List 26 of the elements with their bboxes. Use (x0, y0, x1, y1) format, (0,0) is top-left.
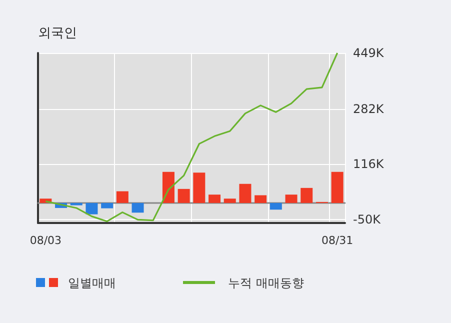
bar (193, 172, 206, 203)
y-tick-label: -50K (353, 212, 382, 227)
bar (285, 194, 298, 203)
y-tick-label: 116K (353, 157, 385, 172)
x-tick-label: 08/31 (321, 234, 354, 247)
bar (270, 202, 282, 210)
bar (70, 202, 82, 206)
x-tick-label: 08/03 (30, 234, 62, 247)
bar (116, 191, 128, 203)
bar (208, 194, 221, 203)
y-tick-label: 282K (353, 102, 385, 116)
bar (86, 202, 98, 214)
bar (254, 195, 267, 203)
bar (331, 172, 344, 203)
bar (162, 172, 174, 203)
bar (132, 202, 144, 213)
y-tick-label: 449K (353, 46, 385, 60)
bar (178, 188, 190, 203)
chart-title: 외국인 (38, 26, 77, 41)
line-series (44, 52, 338, 222)
bar (101, 202, 114, 208)
bar (239, 184, 252, 203)
legend-label: 누적 매매동향 (228, 276, 304, 290)
bar (300, 188, 313, 203)
bar (224, 198, 236, 203)
legend-label: 일별매매 (68, 276, 116, 290)
